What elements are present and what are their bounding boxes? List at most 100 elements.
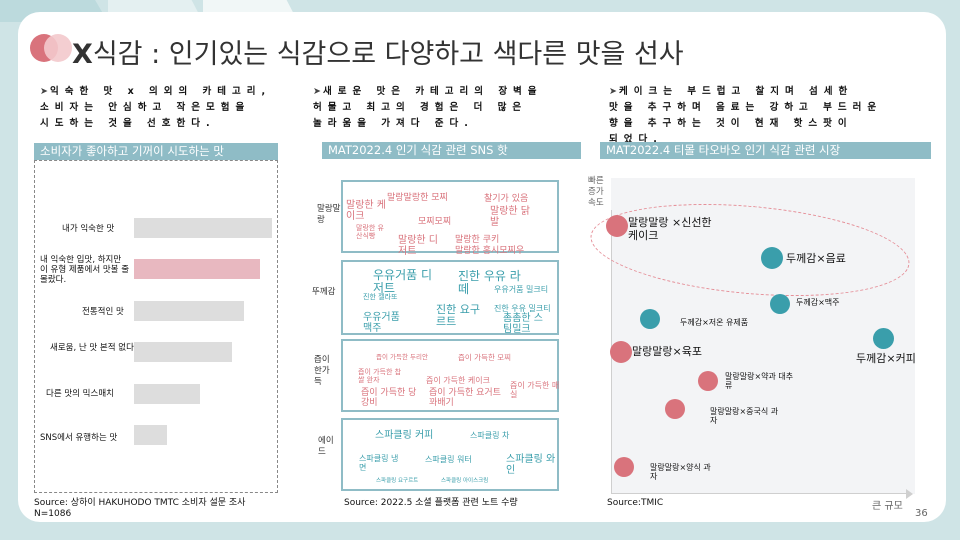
intro-left-line-1: ➤ 익숙한 맛 x 의외의 카테고리,: [40, 84, 300, 100]
sns-keyword: 스파클링 냉면: [359, 454, 399, 472]
page-number: 36: [915, 508, 928, 519]
arrow-right-icon: ➤: [40, 86, 48, 97]
tmall-bubble: [761, 247, 783, 269]
survey-chart: [34, 160, 278, 493]
intro-middle-line-1-text: 새로운 맛은 카테고리의 장벽을: [323, 86, 543, 97]
sns-keyword: 즙이 가득한 두리안: [376, 353, 428, 361]
tmall-x-axis-arrow: [906, 489, 913, 499]
sns-source: Source: 2022.5 소셜 플랫폼 관련 노트 수량: [344, 498, 518, 508]
sns-keyword: 말랑한 닭발: [490, 206, 530, 228]
tmall-point-label: 두께감×음료: [786, 252, 846, 265]
tmall-bubble: [698, 371, 718, 391]
tmall-bubble: [873, 328, 894, 349]
title-prefix: X: [72, 39, 93, 70]
sns-keyword: 즙이 가득한 케이크: [426, 376, 490, 385]
survey-label-2: 내 익숙한 입맛, 하지만 이 유형 제품에서 맛볼 줄 몰랐다.: [40, 255, 130, 285]
tmall-point-label: 두께감×커피: [856, 352, 916, 365]
sns-group-3: [341, 339, 559, 412]
survey-bar-4: [134, 342, 232, 362]
sns-keyword: 우유거품 맥주: [363, 312, 400, 334]
tmall-bubble: [640, 309, 660, 329]
sns-keyword: 말랑한 케이크: [346, 200, 386, 222]
survey-label-3: 전통적인 맛: [82, 307, 124, 317]
intro-middle-line-3: 놀라움을 가져다 준다.: [313, 118, 474, 129]
sns-keyword: 즙이 가득한 매실: [510, 381, 560, 399]
sns-keyword: 스파클링 차: [470, 431, 510, 440]
sns-keyword: 스파클링 와인: [506, 454, 556, 476]
sns-keyword: 말랑말랑한 모찌: [387, 193, 448, 203]
intro-right-line-2: 맛을 추구하며 음료는 강하고 부드러운: [609, 102, 883, 113]
tmall-point-label: 말랑말랑×양식 과자: [650, 463, 711, 482]
page-title: X식감 : 인기있는 식감으로 다양하고 색다른 맛을 선사: [72, 32, 684, 71]
sns-keyword: 진한 우유 라떼: [458, 269, 521, 297]
sns-keyword: 진한 우유 밀크티: [494, 304, 551, 313]
survey-bar-2: [134, 259, 260, 279]
sns-keyword: 촘촘한 스팀밀크: [503, 313, 543, 335]
survey-bar-5: [134, 384, 200, 404]
sns-keyword: 말랑한 쿠키: [455, 235, 500, 245]
tmall-chart-area: [611, 178, 915, 494]
sns-group-2: [341, 260, 559, 335]
intro-middle: ➤ 새로운 맛은 카테고리의 장벽을 허물고 최고의 경험은 더 많은 놀라움을 …: [313, 84, 588, 132]
arrow-right-icon: ➤: [609, 86, 617, 97]
sns-keyword: 스파클링 요구르트: [376, 478, 419, 484]
intro-left: ➤ 익숙한 맛 x 의외의 카테고리, 소비자는 안심하고 작은모험을 시도하는 …: [40, 84, 300, 132]
sns-keyword: 우유거품 디저트: [373, 268, 433, 296]
tmall-y-axis-label: 빠른 증가 속도: [588, 176, 604, 208]
sns-keyword: 즙이 가득한 당강비: [361, 388, 417, 408]
tmall-header: MAT2022.4 티몰 타오바오 인기 식감 관련 시장: [600, 142, 931, 159]
survey-label-4: 새로움, 난 맛 본적 없다.: [50, 343, 137, 353]
intro-left-line-3: 시도하는 것을 선호한다.: [40, 118, 216, 129]
intro-left-line-2: 소비자는 안심하고 작은모험을: [40, 102, 251, 113]
survey-bar-6: [134, 425, 167, 445]
tmall-point-label: 두께감×저온 유제품: [680, 318, 749, 327]
sns-group-1: [341, 180, 559, 253]
arrow-right-icon: ➤: [313, 86, 321, 97]
sns-keyword: 진한 젤라또: [363, 293, 398, 301]
sns-keyword: 즙이 가득한 모찌: [458, 353, 512, 362]
sns-category-3: 즙이 한가득: [314, 355, 330, 387]
tmall-point-label: 말랑말랑×육포: [632, 345, 702, 358]
tmall-bubble: [770, 294, 790, 314]
sns-header: MAT2022.4 인기 식감 관련 SNS 핫: [322, 142, 581, 159]
survey-bar-3: [134, 301, 244, 321]
survey-label-6: SNS에서 유행하는 맛: [40, 433, 118, 443]
intro-right-line-4: 되었다.: [609, 134, 663, 145]
tmall-x-axis-line: [611, 493, 909, 494]
sns-keyword: 찰기가 있음: [484, 194, 529, 204]
intro-middle-line-1: ➤ 새로운 맛은 카테고리의 장벽을: [313, 84, 588, 100]
tmall-point-label: 말랑말랑×중국식 과자: [710, 407, 779, 426]
intro-right-line-3: 향을 추구하는 것이 현재 핫스팟이: [609, 118, 853, 129]
sns-category-1: 말랑말랑: [317, 204, 341, 225]
sns-category-2: 뚜께감: [312, 287, 336, 297]
sns-keyword: 말랑한 유산식빵: [356, 224, 384, 240]
sns-keyword: 스파클링 커피: [375, 430, 434, 441]
survey-header: 소비자가 좋아하고 기꺼이 시도하는 맛: [34, 143, 278, 160]
sns-keyword: 말랑한 디저트: [398, 235, 438, 257]
sns-keyword: 우유거품 밀크티: [494, 285, 549, 294]
tmall-point-label: 말랑말랑×약과 대추류: [725, 372, 794, 391]
sns-group-4: [341, 418, 559, 491]
tmall-source: Source:TMIC: [607, 498, 664, 508]
tmall-bubble: [610, 341, 632, 363]
tmall-point-label: 말랑말랑 ×신선한 케이크: [628, 216, 712, 242]
survey-label-5: 다른 맛의 믹스매치: [46, 389, 114, 399]
intro-right: ➤ 케이크는 부드럽고 찰지며 섬세한 맛을 추구하며 음료는 강하고 부드러운 …: [609, 84, 939, 148]
survey-source: Source: 상하이 HAKUHODO TMTC 소비자 설문 조사: [34, 498, 246, 508]
sns-keyword: 즙이 가득한 찹쌀 완자: [358, 368, 402, 384]
survey-bar-1: [134, 218, 272, 238]
sns-category-4: 에이드: [318, 436, 334, 457]
intro-left-line-1-text: 익숙한 맛 x 의외의 카테고리,: [50, 86, 272, 97]
tmall-bubble: [665, 399, 685, 419]
intro-middle-line-2: 허물고 최고의 경험은 더 많은: [313, 102, 528, 113]
sns-keyword: 스파클링 아이스크림: [441, 478, 489, 484]
intro-right-line-1-text: 케이크는 부드럽고 찰지며 섬세한: [619, 86, 854, 97]
sns-keyword: 진한 요구르트: [436, 303, 480, 329]
sns-keyword: 즙이 가득한 요거트 꽈배기: [429, 388, 501, 408]
sns-keyword: 말랑한 홍시모찌우: [455, 246, 525, 256]
survey-sample-size: N=1086: [34, 509, 72, 519]
title-circle-light: [44, 34, 72, 62]
tmall-bubble: [606, 215, 628, 237]
survey-label-1: 내가 익숙한 맛: [62, 224, 115, 234]
sns-keyword: 스파클링 워터: [425, 455, 472, 464]
